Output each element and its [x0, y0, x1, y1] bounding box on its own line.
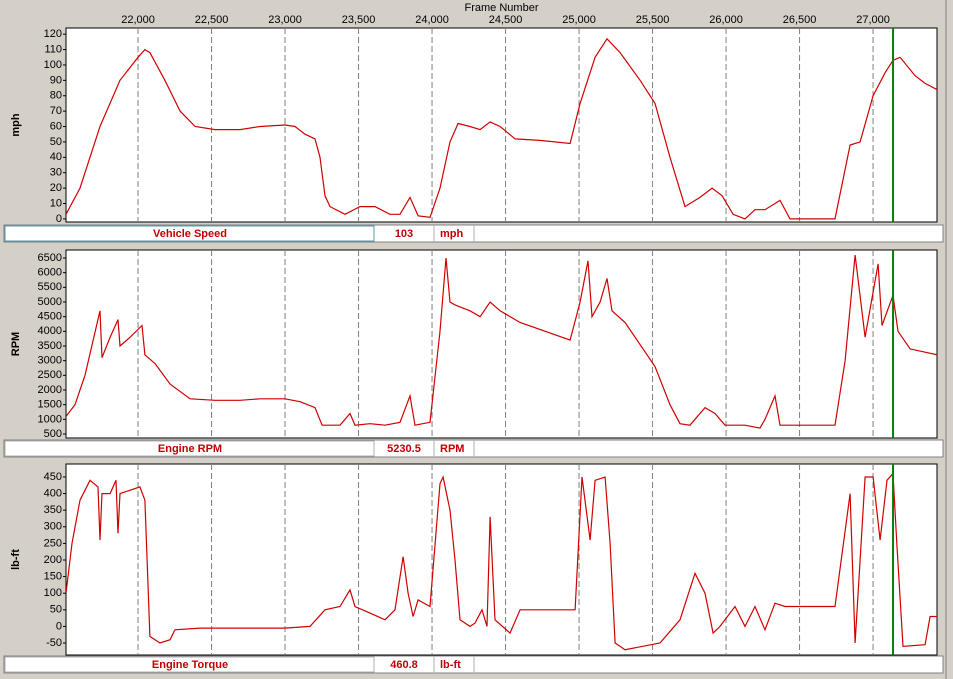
y-tick-label: -50	[46, 637, 62, 649]
y-tick-label: 6000	[38, 267, 62, 279]
readout-value: 103	[395, 228, 413, 240]
name-cell	[4, 656, 375, 673]
x-tick-label: 23,500	[342, 14, 376, 26]
y-tick-label: 30	[50, 167, 62, 179]
readout-value: 5230.5	[387, 443, 421, 455]
y-tick-label: 250	[44, 537, 62, 549]
y-tick-label: 20	[50, 182, 62, 194]
y-tick-label: 0	[56, 213, 62, 225]
y-tick-label: 300	[44, 521, 62, 533]
y-tick-label: 4000	[38, 325, 62, 337]
x-tick-label: 26,500	[783, 14, 817, 26]
series-name: Engine Torque	[152, 659, 228, 671]
y-tick-label: 100	[44, 587, 62, 599]
y-tick-label: 4500	[38, 311, 62, 323]
y-tick-label: 1000	[38, 413, 62, 425]
y-tick-label: 450	[44, 471, 62, 483]
series-name: Vehicle Speed	[153, 228, 227, 240]
x-tick-label: 26,000	[709, 14, 743, 26]
y-tick-label: 10	[50, 197, 62, 209]
y-tick-label: 40	[50, 151, 62, 163]
data-line	[66, 472, 937, 651]
y-tick-label: 100	[44, 59, 62, 71]
y-axis-title: lb-ft	[10, 549, 22, 570]
x-tick-label: 23,000	[268, 14, 302, 26]
y-tick-label: 400	[44, 487, 62, 499]
y-tick-label: 5500	[38, 281, 62, 293]
x-tick-label: 27,000	[856, 14, 890, 26]
y-tick-label: 3000	[38, 355, 62, 367]
y-tick-label: 6500	[38, 252, 62, 264]
x-tick-label: 24,500	[489, 14, 523, 26]
y-tick-label: 60	[50, 120, 62, 132]
data-line	[66, 37, 937, 220]
y-tick-label: 2500	[38, 369, 62, 381]
readout-value: 460.8	[390, 659, 418, 671]
y-tick-label: 110	[44, 43, 62, 55]
readout-unit: mph	[440, 228, 464, 240]
y-tick-label: 500	[44, 428, 62, 440]
y-axis-title: RPM	[10, 332, 22, 356]
x-tick-label: 25,000	[562, 14, 596, 26]
x-tick-label: 22,500	[195, 14, 229, 26]
name-cell	[4, 225, 375, 242]
readout-unit: lb-ft	[440, 659, 461, 671]
y-tick-label: 2000	[38, 384, 62, 396]
y-tick-label: 50	[50, 136, 62, 148]
readout-unit: RPM	[440, 443, 464, 455]
plot-area	[65, 249, 938, 439]
y-tick-label: 50	[50, 604, 62, 616]
y-tick-label: 350	[44, 504, 62, 516]
series-name: Engine RPM	[158, 443, 222, 455]
y-tick-label: 80	[50, 90, 62, 102]
x-tick-label: 25,500	[636, 14, 670, 26]
x-tick-label: 24,000	[415, 14, 449, 26]
y-tick-label: 150	[44, 571, 62, 583]
y-tick-label: 200	[44, 554, 62, 566]
name-cell	[4, 440, 375, 457]
x-axis-title: Frame Number	[465, 2, 539, 14]
y-axis-title: mph	[10, 113, 22, 137]
y-tick-label: 120	[44, 28, 62, 40]
data-line	[66, 255, 937, 429]
y-tick-label: 90	[50, 74, 62, 86]
y-tick-label: 3500	[38, 340, 62, 352]
y-tick-label: 5000	[38, 296, 62, 308]
y-tick-label: 0	[56, 620, 62, 632]
y-tick-label: 1500	[38, 399, 62, 411]
plot-area	[65, 27, 938, 223]
x-tick-label: 22,000	[121, 14, 155, 26]
y-tick-label: 70	[50, 105, 62, 117]
